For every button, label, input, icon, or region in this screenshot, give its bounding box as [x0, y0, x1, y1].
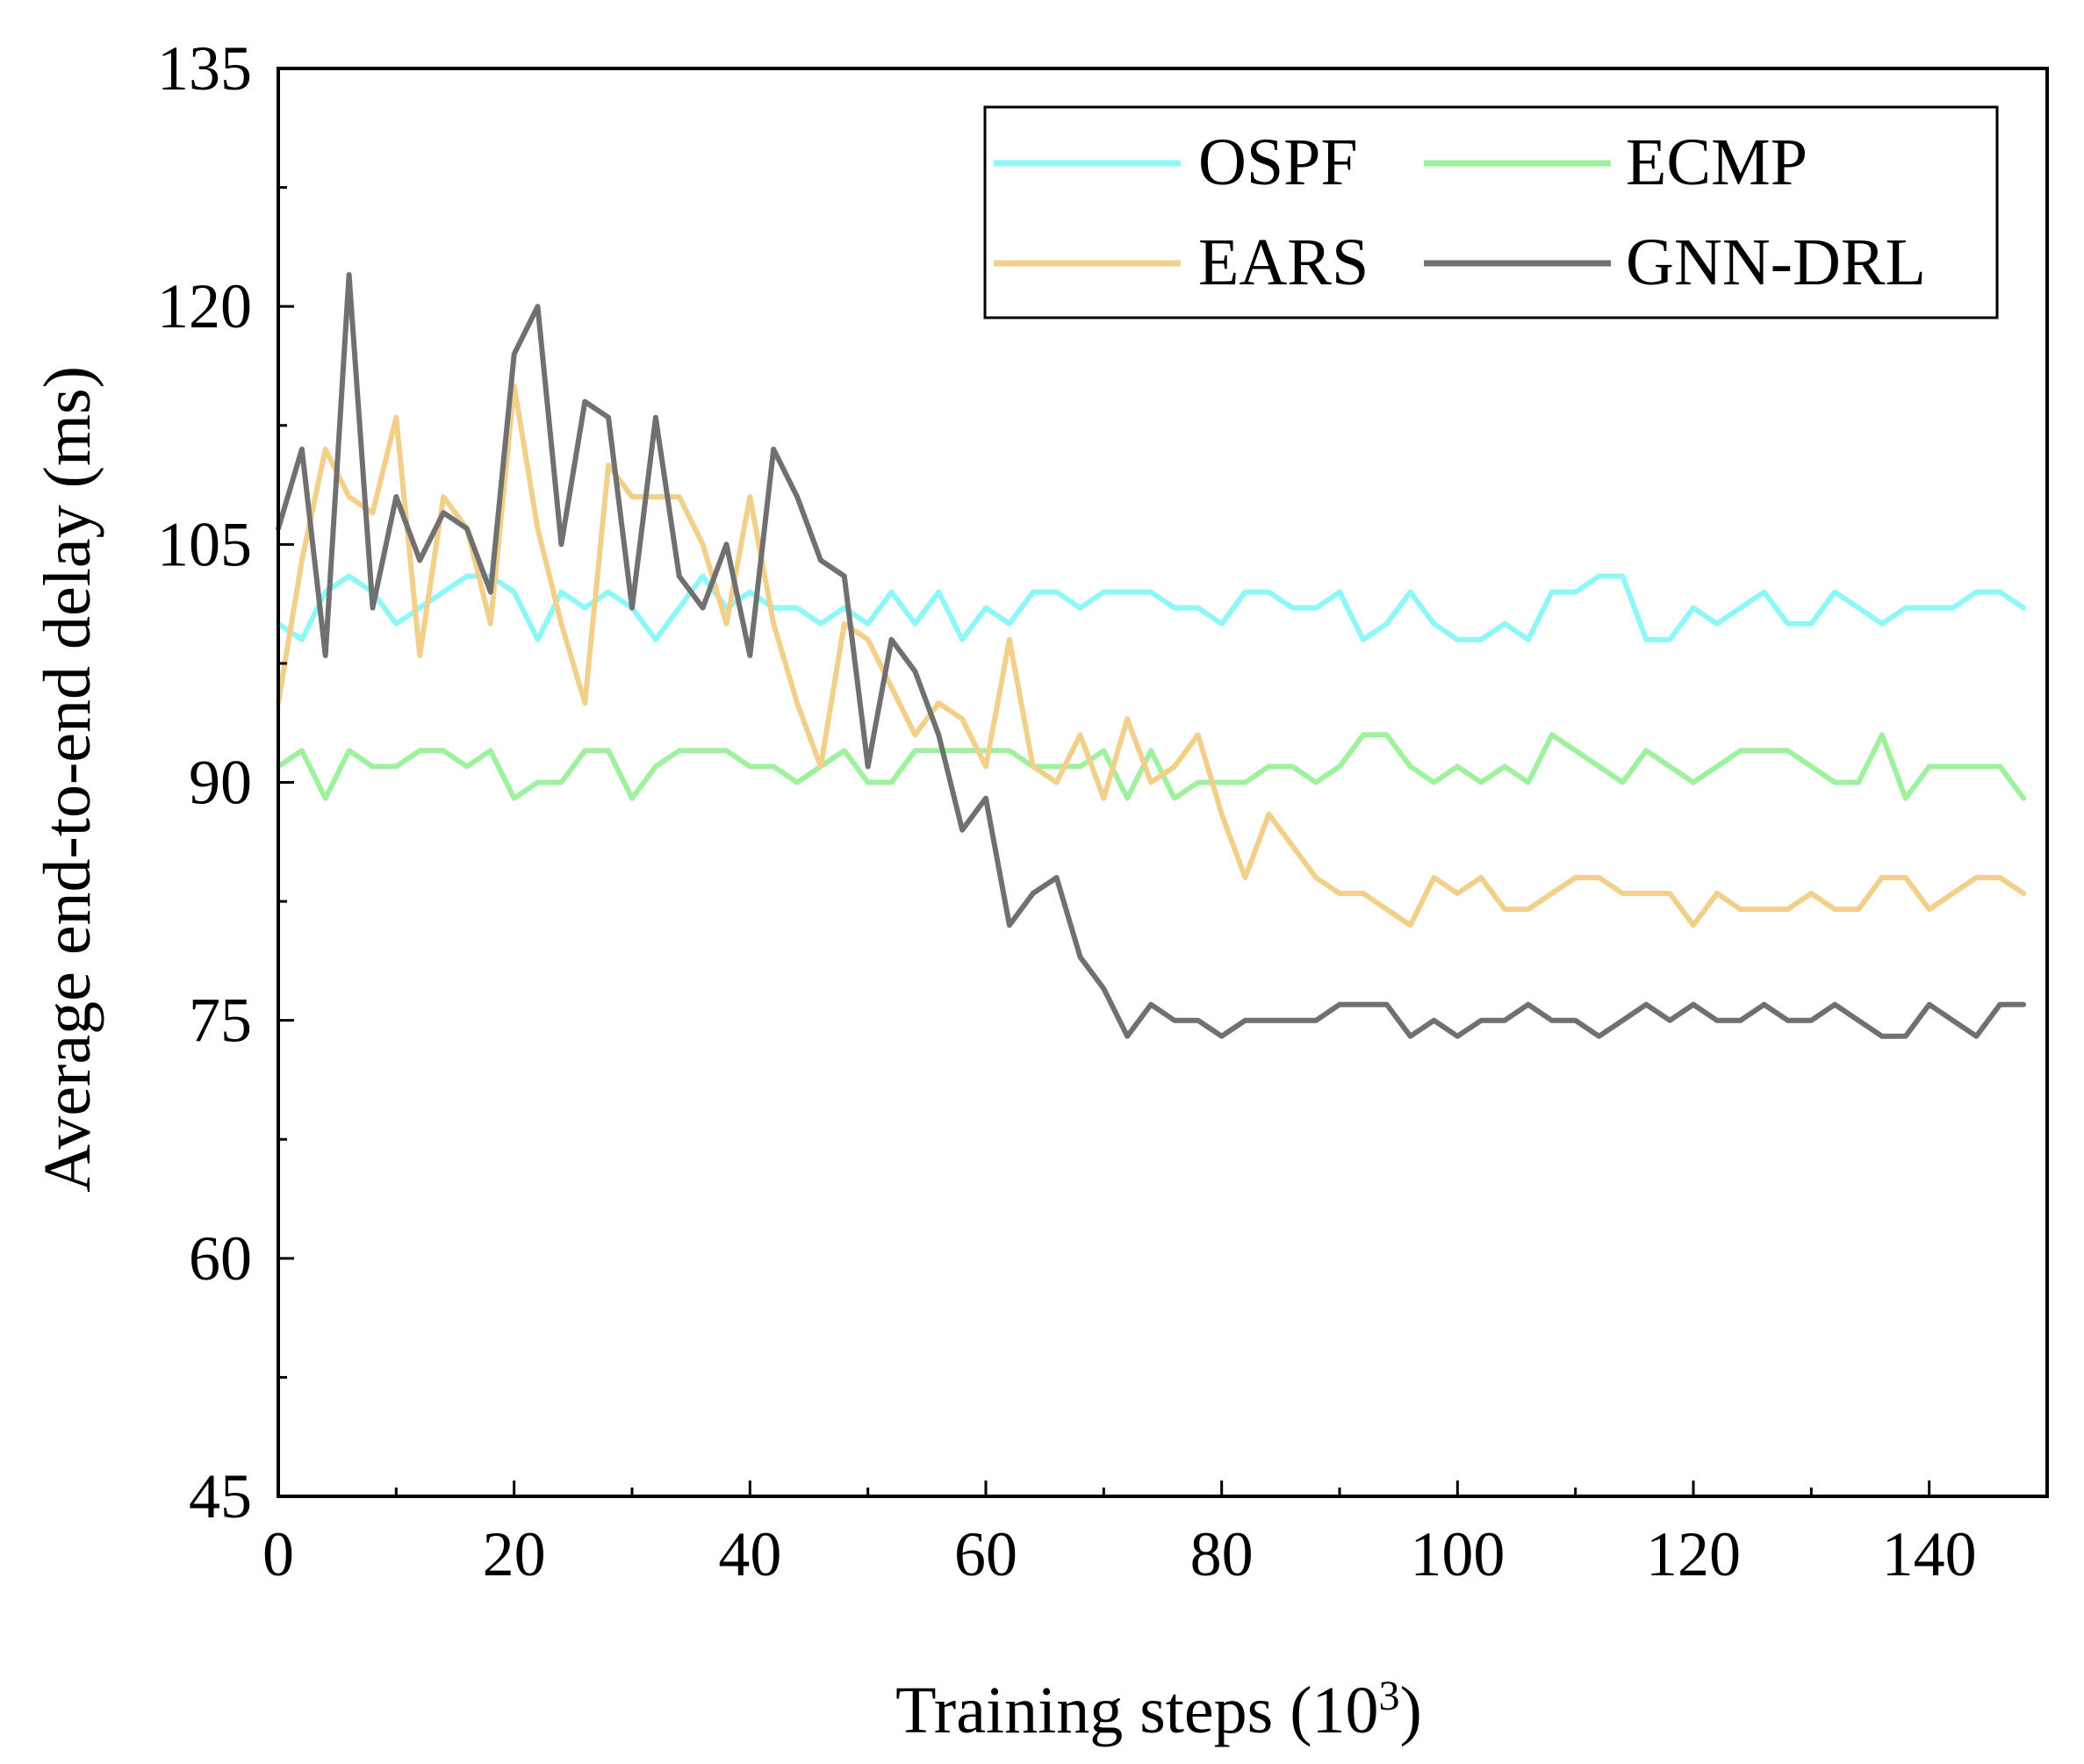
legend: OSPF ECMP EARS GNN-DRL: [983, 105, 1999, 319]
x-axis-title-superscript: 3: [1379, 1673, 1400, 1719]
x-tick-label: 100: [1410, 1519, 1505, 1589]
x-tick-label: 20: [483, 1519, 546, 1589]
x-axis-title: Training steps (103): [895, 1673, 1422, 1748]
x-tick-label: 140: [1882, 1519, 1977, 1589]
x-tick-label: 40: [718, 1519, 781, 1589]
series-line-ospf: [276, 573, 2027, 642]
y-tick-label: 45: [189, 1461, 252, 1531]
x-axis-title-close: ): [1400, 1674, 1422, 1747]
y-axis-title: Average end-to-end delay (ms): [31, 366, 104, 1193]
series-line-ears: [276, 383, 2027, 929]
y-tick-label: 120: [157, 271, 252, 341]
legend-label-ecmp: ECMP: [1626, 125, 1807, 199]
x-tick-label: 0: [262, 1519, 294, 1589]
legend-box: [983, 105, 1999, 319]
legend-label-ospf: OSPF: [1198, 125, 1358, 199]
x-tick-label: 80: [1190, 1519, 1254, 1589]
y-tick-label: 135: [157, 33, 252, 104]
x-axis-title-main: Training steps (10: [895, 1674, 1378, 1747]
series-line-ecmp: [276, 732, 2027, 801]
legend-label-ears: EARS: [1198, 226, 1369, 299]
legend-label-gnn-drl: GNN-DRL: [1626, 226, 1926, 299]
series-line-gnn-drl: [276, 272, 2027, 1039]
y-tick-label: 105: [157, 509, 252, 579]
plot-area: [276, 272, 2027, 1039]
y-tick-label: 75: [189, 986, 252, 1056]
y-tick-label: 60: [189, 1223, 252, 1294]
x-tick-label: 60: [954, 1519, 1017, 1589]
axis-ticks: 0 20 40 60 80 100 120 140 45 60 75 90 105 120 135: [157, 33, 1977, 1589]
y-tick-label: 90: [189, 748, 252, 818]
x-tick-label: 120: [1646, 1519, 1741, 1589]
